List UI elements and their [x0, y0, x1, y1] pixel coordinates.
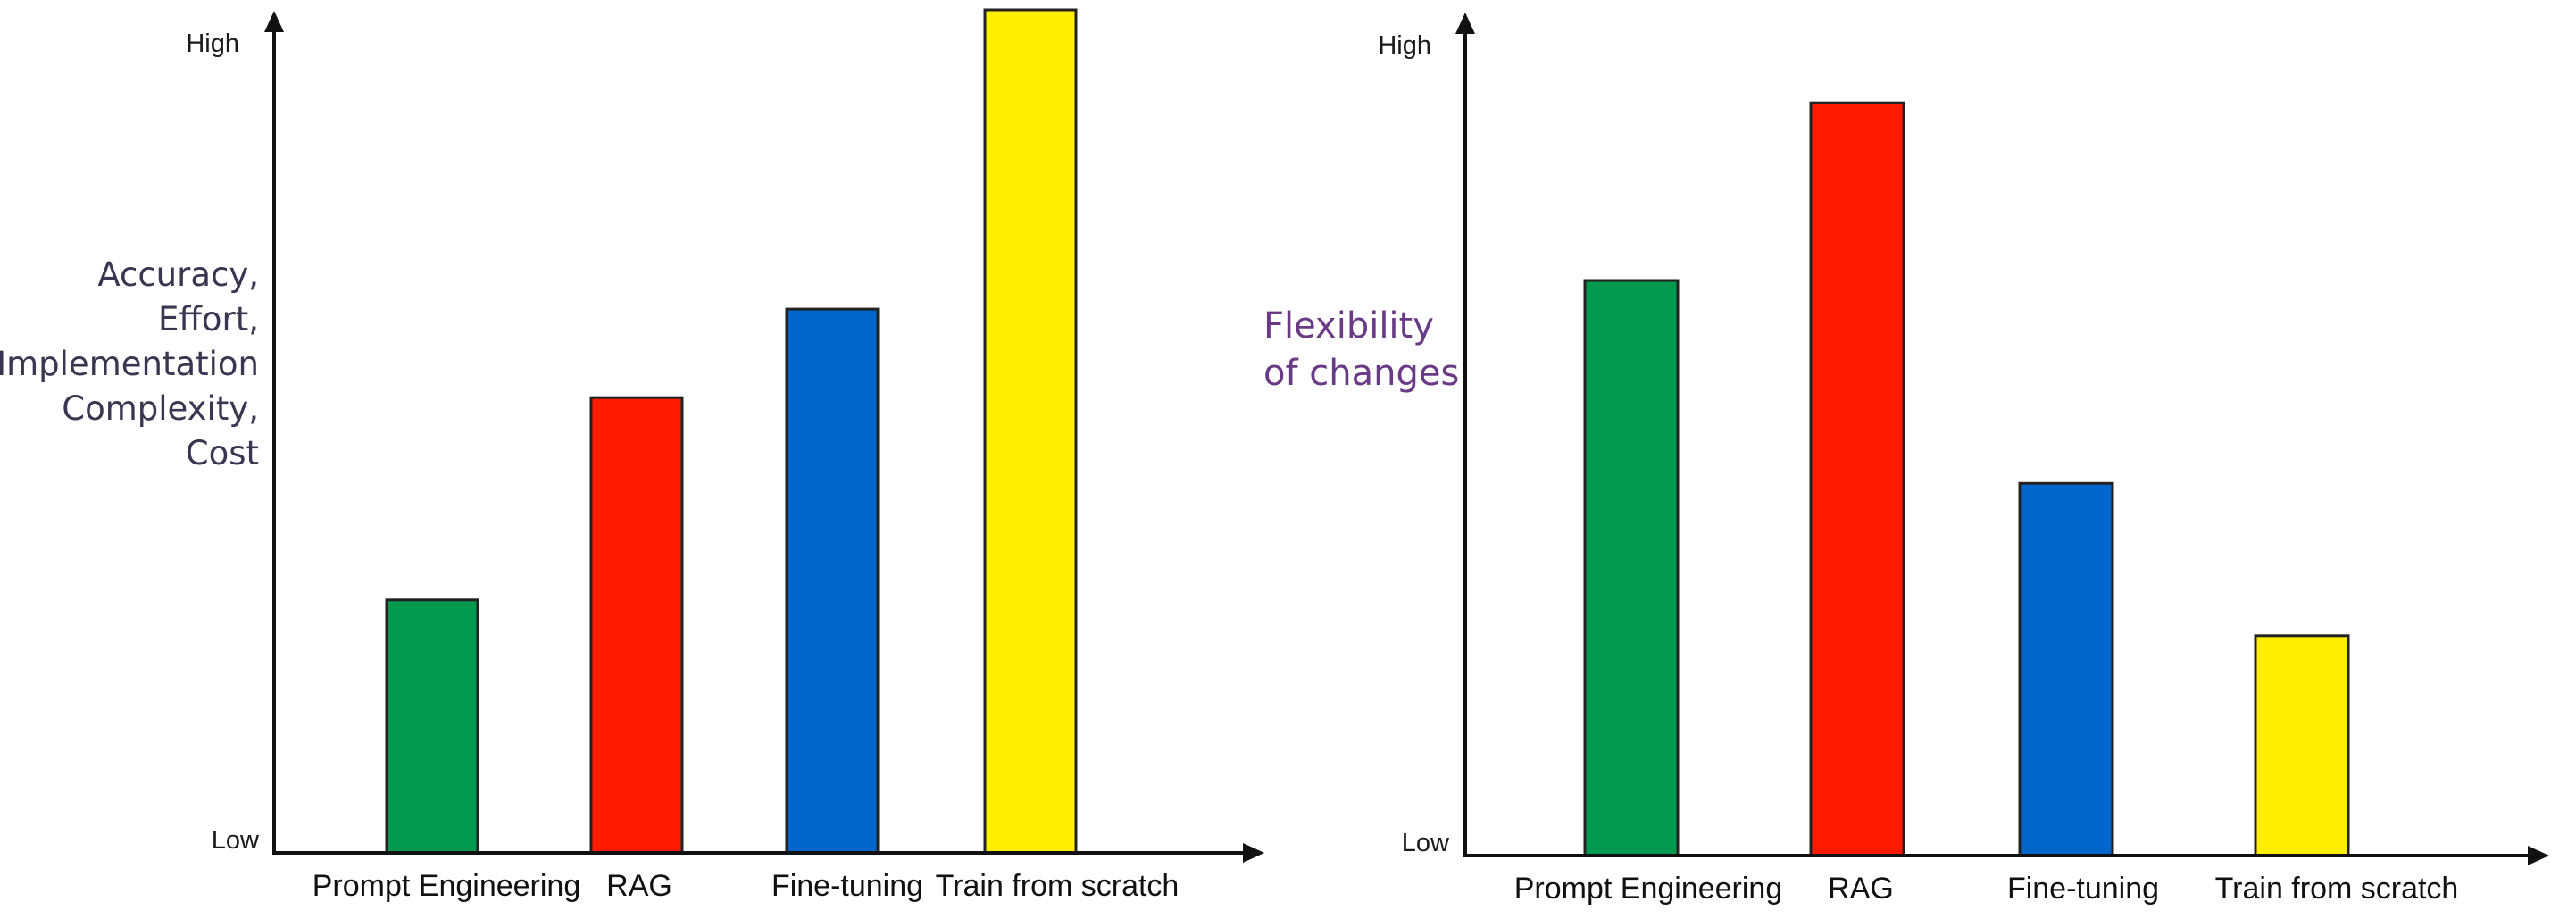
- left-y-axis-label-line-4: Complexity,: [62, 389, 259, 428]
- right-bar-train-from-scratch: [2254, 634, 2350, 857]
- left-category-label-rag: RAG: [606, 869, 672, 903]
- left-y-axis-label-line-3: Implementation: [0, 345, 259, 383]
- left-category-label-prompt-engineering: Prompt Engineering: [313, 869, 581, 903]
- left-bar-prompt-engineering: [385, 598, 479, 855]
- right-y-axis-arrow: [1455, 13, 1475, 34]
- right-category-label-rag: RAG: [1828, 872, 1894, 906]
- left-y-axis-arrow: [264, 11, 284, 32]
- right-category-label-fine-tuning: Fine-tuning: [2007, 872, 2159, 906]
- left-bar-fine-tuning: [785, 307, 880, 855]
- left-y-axis-label-line-1: Accuracy,: [97, 255, 259, 294]
- left-y-tick-low: Low: [212, 826, 260, 855]
- left-y-axis-label-line-2: Effort,: [158, 300, 259, 338]
- left-bars: [385, 8, 1078, 855]
- right-y-tick-low: Low: [1402, 829, 1450, 857]
- left-bar-rag: [589, 396, 684, 855]
- right-category-label-train-from-scratch: Train from scratch: [2215, 872, 2459, 906]
- right-x-axis-arrow: [2528, 846, 2549, 865]
- right-bar-rag: [1809, 101, 1905, 857]
- right-bars: [1583, 101, 2350, 857]
- left-y-axis-label-line-5: Cost: [186, 434, 259, 472]
- right-category-label-prompt-engineering: Prompt Engineering: [1514, 872, 1783, 906]
- left-bar-chart: Accuracy, Effort, Implementation Complex…: [0, 8, 1264, 903]
- right-y-axis-label-line-2: of changes: [1263, 353, 1459, 394]
- right-bar-fine-tuning: [2018, 481, 2114, 857]
- left-x-axis-arrow: [1243, 843, 1264, 863]
- right-bar-chart: Flexibility of changes High Low Prompt E…: [1263, 13, 2549, 906]
- right-bar-prompt-engineering: [1583, 279, 1680, 857]
- left-bar-train-from-scratch: [983, 8, 1078, 855]
- right-y-axis-label-line-1: Flexibility: [1263, 305, 1434, 347]
- right-y-tick-high: High: [1378, 31, 1431, 60]
- left-y-tick-high: High: [186, 29, 239, 58]
- left-category-label-fine-tuning: Fine-tuning: [771, 869, 923, 903]
- left-category-label-train-from-scratch: Train from scratch: [936, 869, 1180, 903]
